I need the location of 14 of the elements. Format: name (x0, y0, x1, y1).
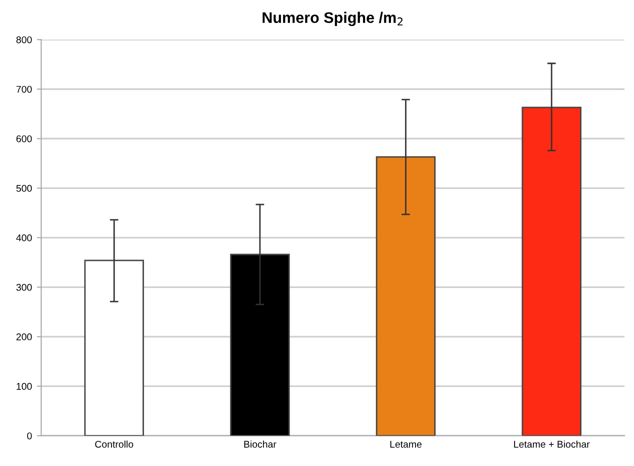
y-tick-label: 700 (16, 86, 32, 93)
x-tick-label: Letame (390, 440, 422, 448)
y-tick-label: 0 (27, 432, 32, 440)
y-tick-label: 500 (16, 184, 32, 192)
y-tick-label: 300 (16, 284, 32, 291)
x-tick-label: Controllo (95, 440, 134, 448)
y-tick-label: 400 (16, 234, 32, 242)
x-tick-label: Letame + Biochar (514, 440, 590, 448)
y-tick-label: 600 (16, 135, 32, 142)
chart-title: Numero Spighe /m$_{2}$ (262, 12, 403, 26)
y-tick-label: 800 (16, 36, 32, 44)
y-tick-label: 200 (16, 333, 32, 340)
y-tick-label: 100 (16, 382, 32, 390)
x-tick-label: Biochar (244, 440, 276, 448)
